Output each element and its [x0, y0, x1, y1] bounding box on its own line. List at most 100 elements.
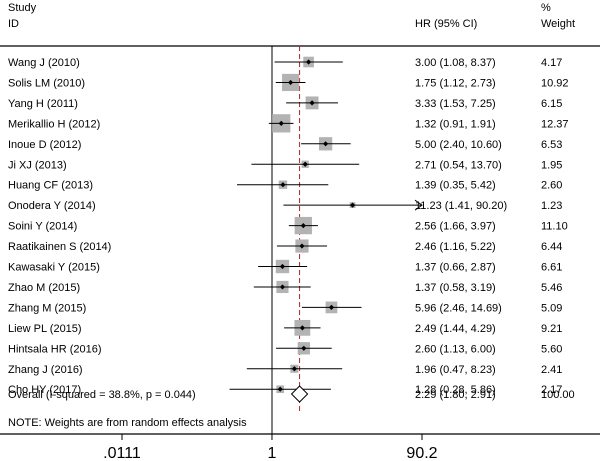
study-row: Zhang M (2015) 5.96 (2.46, 14.69) 5.09 — [8, 301, 562, 314]
study-ci-text: 1.28 (0.28, 5.86) — [415, 384, 496, 396]
study-row: Kawasaki Y (2015) 1.37 (0.66, 2.87) 6.61 — [8, 259, 562, 274]
study-label: Yang H (2011) — [8, 98, 78, 110]
study-row: Raatikainen S (2014) 2.46 (1.16, 5.22) 6.4… — [8, 239, 562, 253]
study-weight-text: 2.41 — [541, 364, 562, 376]
study-ci-arrow — [414, 199, 423, 211]
study-row: Zhao M (2015) 1.37 (0.58, 3.19) 5.46 — [8, 280, 562, 294]
study-label: Merikallio H (2012) — [8, 118, 100, 130]
study-point-estimate — [302, 161, 308, 167]
study-rows: Wang J (2010) 3.00 (1.08, 8.37) 4.17 Solis … — [8, 56, 569, 396]
study-point-estimate — [299, 325, 305, 331]
overall-weight-text: 100.00 — [541, 389, 575, 401]
x-tick-label: .0111 — [103, 445, 141, 461]
study-row: Yang H (2011) 3.33 (1.53, 7.25) 6.15 — [8, 96, 562, 110]
study-weight-text: 6.53 — [541, 139, 562, 151]
study-weight-text: 1.23 — [541, 200, 562, 212]
study-ci-text: 3.00 (1.08, 8.37) — [415, 57, 496, 69]
study-row: Soini Y (2014) 2.56 (1.66, 3.97) 11.10 — [8, 216, 568, 235]
study-row: Cho HY (2017) 1.28 (0.28, 5.86) 2.17 — [8, 384, 562, 396]
header-hr-ci: HR (95% CI) — [415, 18, 477, 30]
study-point-estimate — [278, 120, 284, 126]
study-row: Hintsala HR (2016) 2.60 (1.13, 6.00) 5.60 — [8, 342, 562, 355]
study-point-estimate — [349, 202, 356, 208]
weights-note: NOTE: Weights are from random effects an… — [8, 417, 247, 429]
study-label: Huang CF (2013) — [8, 180, 93, 192]
study-label: Liew PL (2015) — [8, 323, 82, 335]
study-row: Solis LM (2010) 1.75 (1.12, 2.73) 10.92 — [8, 73, 569, 92]
study-point-estimate — [328, 304, 335, 310]
overall-ci-text: 2.29 (1.80, 2.91) — [415, 389, 496, 401]
study-ci-text: 1.39 (0.35, 5.42) — [415, 180, 496, 192]
study-point-estimate — [291, 366, 298, 372]
study-ci-text: 3.33 (1.53, 7.25) — [415, 98, 496, 110]
study-label: Zhao M (2015) — [8, 282, 80, 294]
study-weight-text: 5.60 — [541, 343, 562, 355]
study-ci-text: 1.96 (0.47, 8.23) — [415, 364, 496, 376]
study-point-estimate — [288, 79, 294, 86]
study-ci-text: 1.75 (1.12, 2.73) — [415, 77, 496, 89]
study-weight-text: 2.17 — [541, 384, 562, 396]
study-point-estimate — [300, 223, 306, 229]
study-ci-text: 2.56 (1.66, 3.97) — [415, 221, 496, 233]
x-axis-ticks: .0111 1 90.2 — [103, 434, 438, 461]
study-label: Zhang M (2015) — [8, 302, 86, 314]
study-label: Cho HY (2017) — [8, 384, 81, 396]
study-point-estimate — [299, 243, 305, 249]
study-label: Kawasaki Y (2015) — [8, 262, 100, 274]
overall-diamond — [290, 385, 309, 403]
study-ci-text: 2.49 (1.44, 4.29) — [415, 323, 496, 335]
study-row: Wang J (2010) 3.00 (1.08, 8.37) 4.17 — [8, 56, 562, 69]
study-row: Inoue D (2012) 5.00 (2.40, 10.60) 6.53 — [8, 137, 562, 151]
study-label: Onodera Y (2014) — [8, 200, 96, 212]
study-point-estimate — [305, 59, 312, 65]
study-label: Raatikainen S (2014) — [8, 241, 111, 253]
study-point-estimate — [280, 182, 286, 188]
study-label: Hintsala HR (2016) — [8, 343, 102, 355]
study-label: Inoue D (2012) — [8, 139, 81, 151]
study-row: Zhang J (2016) 1.96 (0.47, 8.23) 2.41 — [8, 364, 562, 376]
x-tick-label: 90.2 — [406, 445, 437, 461]
study-weight-text: 4.17 — [541, 57, 562, 69]
x-tick-label: 1 — [268, 445, 277, 461]
study-row: Onodera Y (2014) 11.23 (1.41, 90.20) 1.23 — [8, 199, 562, 212]
study-ci-text: 2.71 (0.54, 13.70) — [415, 159, 502, 171]
study-weight-text: 9.21 — [541, 323, 562, 335]
study-ci-text: 5.00 (2.40, 10.60) — [415, 139, 502, 151]
study-label: Zhang J (2016) — [8, 364, 83, 376]
study-weight-text: 6.15 — [541, 98, 562, 110]
study-row: Merikallio H (2012) 1.32 (0.91, 1.91) 12.3… — [8, 114, 569, 133]
study-point-estimate — [309, 100, 315, 106]
study-point-estimate — [279, 284, 286, 290]
study-point-estimate — [301, 345, 307, 351]
study-point-estimate — [277, 386, 283, 392]
study-label: Ji XJ (2013) — [8, 159, 67, 171]
study-label: Soini Y (2014) — [8, 221, 77, 233]
study-row: Ji XJ (2013) 2.71 (0.54, 13.70) 1.95 — [8, 159, 562, 171]
study-ci-text: 5.96 (2.46, 14.69) — [415, 302, 502, 314]
overall-label: Overall (I-squared = 38.8%, p = 0.044) — [8, 389, 196, 401]
study-weight-text: 6.44 — [541, 241, 562, 253]
study-weight-text: 10.92 — [541, 77, 569, 89]
study-label: Wang J (2010) — [8, 57, 80, 69]
study-weight-text: 1.95 — [541, 159, 562, 171]
study-ci-text: 2.60 (1.13, 6.00) — [415, 343, 496, 355]
study-weight-text: 12.37 — [541, 118, 569, 130]
study-ci-text: 11.23 (1.41, 90.20) — [415, 200, 507, 212]
study-weight-text: 6.61 — [541, 262, 562, 274]
study-label: Solis LM (2010) — [8, 77, 85, 89]
study-ci-text: 1.37 (0.66, 2.87) — [415, 262, 496, 274]
study-row: Liew PL (2015) 2.49 (1.44, 4.29) 9.21 — [8, 319, 562, 336]
header-weight-percent: % — [541, 2, 551, 14]
study-point-estimate — [279, 263, 286, 270]
study-ci-text: 1.37 (0.58, 3.19) — [415, 282, 496, 294]
study-row: Huang CF (2013) 1.39 (0.35, 5.42) 2.60 — [8, 180, 562, 192]
study-point-estimate — [323, 141, 329, 147]
study-ci-text: 2.46 (1.16, 5.22) — [415, 241, 496, 253]
header-weight: Weight — [541, 18, 575, 30]
study-weight-text: 11.10 — [541, 221, 568, 233]
study-weight-text: 5.46 — [541, 282, 562, 294]
header-study: Study — [8, 2, 37, 14]
study-ci-text: 1.32 (0.91, 1.91) — [415, 118, 496, 130]
study-weight-text: 5.09 — [541, 302, 562, 314]
